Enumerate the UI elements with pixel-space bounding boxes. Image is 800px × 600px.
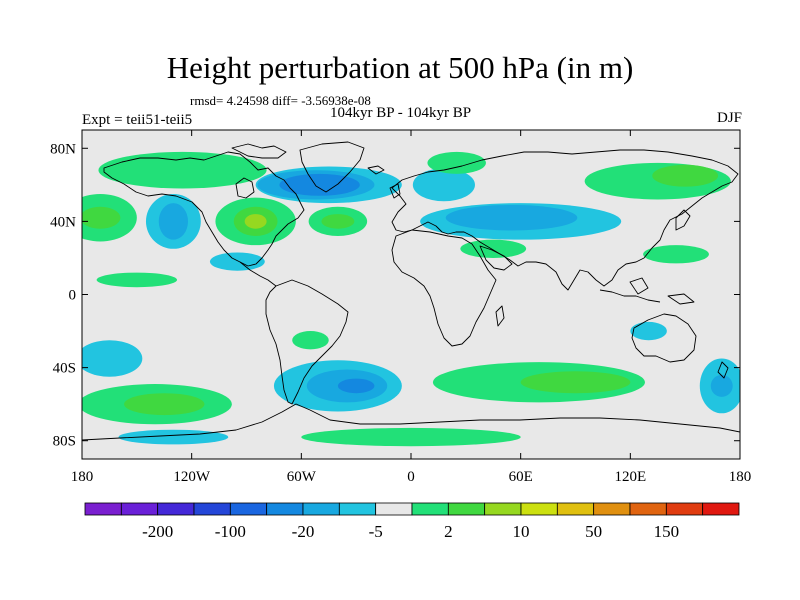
y-tick-label-1: 40N xyxy=(50,214,76,230)
anomaly-contour-4 xyxy=(427,151,486,174)
x-tick-label-1: 120W xyxy=(173,469,211,485)
anomaly-contour-33 xyxy=(292,331,329,350)
coast-arctic-islands xyxy=(231,143,287,159)
anomaly-contour-0 xyxy=(412,168,475,202)
coastlines xyxy=(82,141,740,441)
map-title: Height perturbation at 500 hPa (in m) xyxy=(166,50,634,85)
anomaly-field xyxy=(82,151,740,447)
anomaly-contour-35 xyxy=(301,427,521,447)
colorbar-label-5: 10 xyxy=(513,522,530,541)
colorbar-swatch-12 xyxy=(520,502,558,516)
colorbar-swatch-11 xyxy=(484,502,522,516)
y-tick-label-3: 40S xyxy=(53,361,76,377)
coast-indonesia xyxy=(599,289,661,303)
colorbar-swatch-9 xyxy=(411,502,449,516)
x-tick-label-0: 180 xyxy=(71,469,94,485)
period-label: 104kyr BP - 104kyr BP xyxy=(330,105,472,121)
coast-south-america xyxy=(265,279,349,405)
anomaly-contour-16 xyxy=(445,204,578,231)
colorbar: -200 -100 -20 -5 2 10 50 150 xyxy=(84,502,740,541)
colorbar-label-7: 150 xyxy=(654,522,680,541)
colorbar-label-3: -5 xyxy=(369,522,383,541)
colorbar-swatch-1 xyxy=(120,502,159,516)
y-tick-label-2: 0 xyxy=(69,288,77,304)
colorbar-swatch-4 xyxy=(229,502,268,516)
colorbar-swatch-16 xyxy=(665,502,704,516)
anomaly-contour-29 xyxy=(124,393,205,416)
x-tick-label-4: 60E xyxy=(509,469,533,485)
colorbar-swatch-5 xyxy=(266,502,304,516)
anomaly-contour-3 xyxy=(279,173,360,196)
colorbar-swatch-6 xyxy=(302,502,340,516)
map-axes: 180 120W 60W 0 60E 120E 180 80N 40N 0 40S 80S xyxy=(50,130,751,485)
colorbar-swatch-3 xyxy=(193,502,231,516)
x-tick-label-6: 180 xyxy=(729,469,752,485)
anomaly-contour-32 xyxy=(710,374,733,397)
y-tick-label-4: 80S xyxy=(53,434,76,450)
anomaly-contour-8 xyxy=(244,214,267,229)
colorbar-swatch-13 xyxy=(556,502,595,516)
anomaly-contour-5 xyxy=(98,151,267,189)
experiment-label: Expt = teii51-teii5 xyxy=(82,112,193,128)
coast-hudson-bay xyxy=(235,177,255,199)
colorbar-label-1: -100 xyxy=(215,522,246,541)
colorbar-swatch-8 xyxy=(375,502,413,516)
x-tick-label-3: 0 xyxy=(407,469,415,485)
colorbar-label-4: 2 xyxy=(444,522,453,541)
coast-borneo xyxy=(629,277,649,295)
anomaly-contour-12 xyxy=(82,206,121,229)
anomaly-contour-20 xyxy=(209,252,265,271)
anomaly-contour-14 xyxy=(158,203,189,240)
coast-central-america xyxy=(239,261,277,287)
coast-greenland xyxy=(299,141,365,193)
coast-australia xyxy=(631,313,697,363)
colorbar-swatch-15 xyxy=(629,502,667,516)
anomaly-contour-27 xyxy=(337,378,375,394)
coast-africa xyxy=(391,229,497,347)
colorbar-swatch-14 xyxy=(593,502,631,516)
coast-antarctica xyxy=(82,403,740,441)
colorbar-swatch-10 xyxy=(447,502,486,516)
coast-iceland xyxy=(367,165,385,175)
colorbar-swatch-2 xyxy=(157,502,195,516)
colorbar-swatch-0 xyxy=(84,502,122,516)
anomaly-contour-36 xyxy=(118,429,229,445)
anomaly-contour-18 xyxy=(652,164,719,187)
anomaly-contour-22 xyxy=(96,272,178,288)
coast-britain xyxy=(389,183,401,199)
colorbar-label-2: -20 xyxy=(292,522,315,541)
colorbar-label-0: -200 xyxy=(142,522,173,541)
x-tick-label-2: 60W xyxy=(287,469,317,485)
colorbar-swatch-7 xyxy=(338,502,377,516)
season-label: DJF xyxy=(716,110,742,126)
anomaly-contour-24 xyxy=(520,371,631,394)
coast-japan xyxy=(675,209,691,231)
anomaly-contour-21 xyxy=(643,245,709,264)
coast-eurasia xyxy=(391,149,739,291)
coast-new-guinea xyxy=(667,293,695,305)
colorbar-swatch-17 xyxy=(702,502,740,516)
colorbar-label-6: 50 xyxy=(585,522,602,541)
anomaly-contour-34 xyxy=(630,321,667,341)
y-tick-label-0: 80N xyxy=(50,141,76,157)
x-tick-label-5: 120E xyxy=(614,469,646,485)
coast-north-america xyxy=(103,151,305,267)
rmsd-diff-stats: rmsd= 4.24598 diff= -3.56938e-08 xyxy=(190,93,371,108)
anomaly-contour-10 xyxy=(321,214,355,229)
anomaly-contour-30 xyxy=(82,340,143,377)
coast-madagascar xyxy=(495,305,505,327)
coast-new-zealand xyxy=(717,361,729,379)
coast-arabia xyxy=(479,245,513,271)
anomaly-contour-19 xyxy=(460,239,527,258)
